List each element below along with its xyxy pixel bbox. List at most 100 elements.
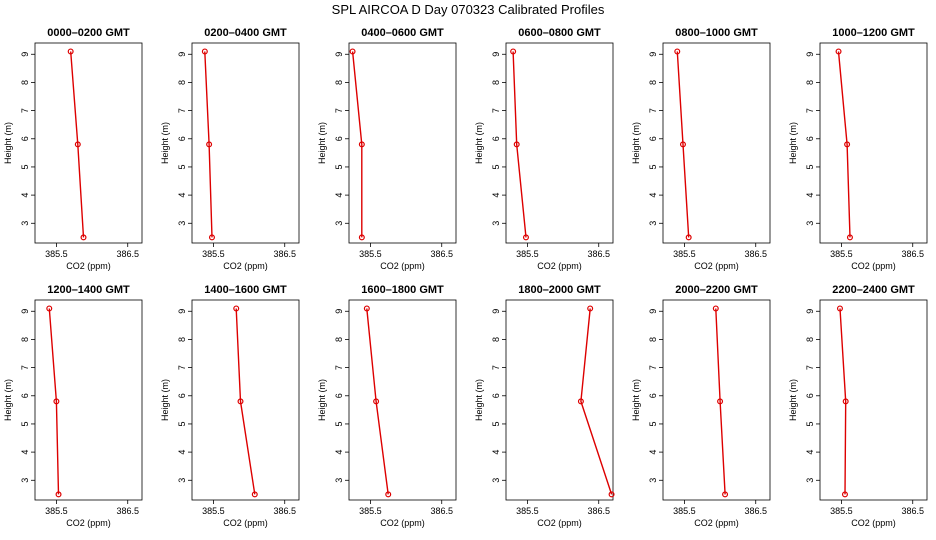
profile-line <box>351 51 363 238</box>
y-tick-label: 6 <box>805 393 815 398</box>
data-point <box>836 305 843 312</box>
y-tick-label: 6 <box>491 393 501 398</box>
y-tick-label: 3 <box>491 221 501 226</box>
data-point <box>846 234 853 241</box>
y-tick-label: 8 <box>334 80 344 85</box>
y-tick-label: 5 <box>491 164 501 169</box>
data-point <box>513 141 520 148</box>
x-axis-label: CO2 (ppm) <box>537 261 582 271</box>
y-tick-label: 9 <box>648 309 658 314</box>
y-tick-label: 3 <box>648 221 658 226</box>
x-tick-label: 386.5 <box>901 249 924 259</box>
x-tick-label: 386.5 <box>901 506 924 516</box>
data-point <box>206 141 213 148</box>
x-axis-label: CO2 (ppm) <box>851 518 896 528</box>
profile-line <box>715 308 726 495</box>
x-tick-label: 386.5 <box>744 506 767 516</box>
data-point <box>237 398 244 405</box>
y-tick-label: 5 <box>648 421 658 426</box>
y-tick-label: 6 <box>334 393 344 398</box>
data-point <box>201 48 208 55</box>
x-axis-label: CO2 (ppm) <box>694 518 739 528</box>
x-axis-label: CO2 (ppm) <box>851 261 896 271</box>
panel-8: 1400–1600 GMT 385.5 386.5 3 4 5 6 7 8 9 CO2 (ppm) H… <box>160 284 300 528</box>
y-axis-label: Height (m) <box>788 122 798 164</box>
y-tick-label: 4 <box>20 450 30 455</box>
panel-title: 0800–1000 GMT <box>675 27 758 39</box>
data-point <box>587 305 594 312</box>
panel-title: 0000–0200 GMT <box>47 27 130 39</box>
y-tick-label: 7 <box>20 108 30 113</box>
profile-line <box>676 51 690 238</box>
y-tick-label: 9 <box>20 52 30 57</box>
profile-line <box>512 51 527 238</box>
panel-7: 1200–1400 GMT 385.5 386.5 3 4 5 6 7 8 9 CO2 (ppm) H… <box>3 284 143 528</box>
y-tick-label: 7 <box>334 365 344 370</box>
x-axis-label: CO2 (ppm) <box>380 518 425 528</box>
y-tick-label: 8 <box>648 80 658 85</box>
panel-title: 1200–1400 GMT <box>47 284 130 296</box>
panel-title: 1600–1800 GMT <box>361 284 444 296</box>
y-tick-label: 6 <box>648 393 658 398</box>
y-tick-label: 5 <box>20 421 30 426</box>
panel-title: 1800–2000 GMT <box>518 284 601 296</box>
x-tick-label: 385.5 <box>359 506 382 516</box>
profile-line <box>839 308 847 495</box>
y-tick-label: 7 <box>491 108 501 113</box>
plot-frame <box>191 42 300 244</box>
x-axis-label: CO2 (ppm) <box>537 518 582 528</box>
y-tick-label: 4 <box>491 450 501 455</box>
data-point <box>233 305 240 312</box>
y-tick-label: 6 <box>648 136 658 141</box>
y-tick-label: 4 <box>177 450 187 455</box>
y-tick-label: 8 <box>177 337 187 342</box>
y-tick-label: 7 <box>805 365 815 370</box>
plot-frame <box>819 299 928 501</box>
plot-frame <box>662 42 771 244</box>
y-tick-label: 8 <box>334 337 344 342</box>
data-point <box>608 491 615 498</box>
y-tick-label: 4 <box>648 193 658 198</box>
y-tick-label: 3 <box>491 478 501 483</box>
plot-frame <box>348 42 457 244</box>
y-tick-label: 3 <box>805 221 815 226</box>
panel-title: 0600–0800 GMT <box>518 27 601 39</box>
y-tick-label: 3 <box>805 478 815 483</box>
y-tick-label: 5 <box>20 164 30 169</box>
panel-title: 1400–1600 GMT <box>204 284 287 296</box>
data-point <box>46 305 53 312</box>
data-point <box>522 234 529 241</box>
data-point <box>53 398 60 405</box>
data-point <box>349 48 356 55</box>
data-point <box>844 141 851 148</box>
y-tick-label: 4 <box>491 193 501 198</box>
y-tick-label: 9 <box>334 309 344 314</box>
x-tick-label: 385.5 <box>202 506 225 516</box>
plot-frame <box>34 299 143 501</box>
y-tick-label: 9 <box>177 309 187 314</box>
profile-line <box>580 308 613 495</box>
panel-9: 1600–1800 GMT 385.5 386.5 3 4 5 6 7 8 9 CO2 (ppm) H… <box>317 284 457 528</box>
panel-3: 0400–0600 GMT 385.5 386.5 3 4 5 6 7 8 9 CO2 (ppm) H… <box>317 27 457 271</box>
x-tick-label: 386.5 <box>116 506 139 516</box>
panel-4: 0600–0800 GMT 385.5 386.5 3 4 5 6 7 8 9 CO2 (ppm) H… <box>474 27 614 271</box>
y-tick-label: 6 <box>20 136 30 141</box>
panel-11: 2000–2200 GMT 385.5 386.5 3 4 5 6 7 8 9 CO2 (ppm) H… <box>631 284 771 528</box>
panel-title: 2200–2400 GMT <box>832 284 915 296</box>
y-tick-label: 6 <box>20 393 30 398</box>
y-tick-label: 5 <box>805 164 815 169</box>
plot-frame <box>819 42 928 244</box>
y-tick-label: 7 <box>20 365 30 370</box>
data-point <box>835 48 842 55</box>
x-tick-label: 385.5 <box>673 249 696 259</box>
panel-1: 0000–0200 GMT 385.5 386.5 3 4 5 6 7 8 9 CO2 (ppm) H… <box>3 27 143 271</box>
y-tick-label: 5 <box>491 421 501 426</box>
panel-5: 0800–1000 GMT 385.5 386.5 3 4 5 6 7 8 9 CO2 (ppm) H… <box>631 27 771 271</box>
data-point <box>55 491 62 498</box>
y-tick-label: 9 <box>805 309 815 314</box>
y-axis-label: Height (m) <box>317 122 327 164</box>
y-tick-label: 6 <box>334 136 344 141</box>
figure-title: SPL AIRCOA D Day 070323 Calibrated Profi… <box>332 2 605 17</box>
x-axis-label: CO2 (ppm) <box>223 261 268 271</box>
